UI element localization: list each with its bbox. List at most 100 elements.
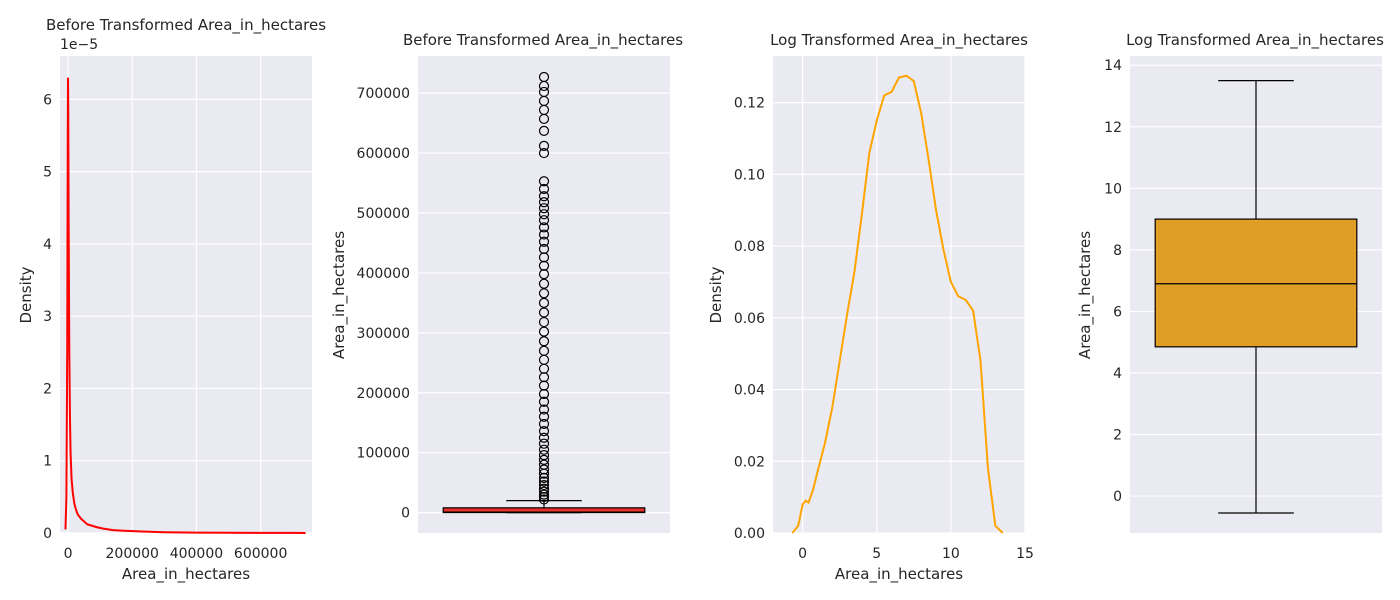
x-tick-label-3-1: 5 bbox=[872, 546, 881, 562]
outlier-2-4 bbox=[538, 483, 550, 494]
outlier-2-14 bbox=[538, 438, 550, 449]
outlier-2-47 bbox=[538, 176, 550, 187]
y-tick-labels-1: 0 1 2 3 4 5 6 bbox=[43, 92, 52, 542]
outlier-2-22 bbox=[538, 380, 550, 391]
outlier-2-42 bbox=[538, 209, 550, 220]
x-tick-label-1-0: 0 bbox=[64, 546, 73, 562]
outlier-2-44 bbox=[538, 197, 550, 208]
y-offset-label-1: 1e−5 bbox=[60, 37, 98, 53]
outlier-2-37 bbox=[538, 243, 550, 255]
outlier-2-40 bbox=[538, 222, 550, 233]
x-tick-label-1-1: 200000 bbox=[106, 546, 159, 562]
outlier-2-15 bbox=[538, 432, 550, 443]
outlier-2-11 bbox=[538, 454, 550, 465]
outlier-2-6 bbox=[538, 476, 550, 487]
y-tick-label-2-0: 0 bbox=[401, 506, 410, 522]
outlier-2-21 bbox=[538, 388, 550, 400]
outlier-2-16 bbox=[538, 426, 550, 437]
y-tick-label-4-1: 2 bbox=[1113, 428, 1122, 444]
x-tick-label-3-2: 10 bbox=[942, 546, 960, 562]
y-grid-1 bbox=[60, 98, 312, 534]
y-tick-label-3-5: 0.10 bbox=[734, 167, 765, 183]
y-tick-label-2-2: 200000 bbox=[357, 386, 410, 402]
y-tick-label-4-4: 8 bbox=[1113, 243, 1122, 259]
y-tick-labels-4: 0 2 4 6 8 10 12 14 bbox=[1104, 58, 1122, 505]
y-tick-label-4-7: 14 bbox=[1104, 58, 1122, 74]
x-tick-label-3-0: 0 bbox=[798, 546, 807, 562]
outlier-2-45 bbox=[538, 191, 550, 202]
y-tick-label-1-4: 4 bbox=[43, 237, 52, 253]
y-tick-label-3-0: 0.00 bbox=[734, 526, 765, 542]
subplot-1: 0 1 2 3 4 5 6 0 200000 400000 600000 Before Trans… bbox=[17, 16, 326, 584]
plot-area-1 bbox=[60, 56, 312, 533]
outlier-2-3 bbox=[538, 486, 550, 497]
x-tick-label-3-3: 15 bbox=[1016, 546, 1034, 562]
x-tick-labels-1: 0 200000 400000 600000 bbox=[64, 546, 288, 562]
kde-line-log bbox=[791, 74, 1004, 534]
subplot-2: 0 100000 200000 300000 400000 500000 600000 700… bbox=[330, 31, 683, 533]
box-4 bbox=[1154, 80, 1358, 514]
outlier-2-49 bbox=[538, 140, 550, 151]
y-tick-label-3-1: 0.02 bbox=[734, 454, 765, 470]
y-tick-label-1-1: 1 bbox=[43, 454, 52, 470]
y-tick-label-1-6: 6 bbox=[43, 92, 52, 108]
outlier-2-36 bbox=[538, 252, 550, 263]
subplot-4: 0 2 4 6 8 10 12 14 Log Transformed Area_in_hect… bbox=[1076, 31, 1384, 533]
y-tick-label-2-4: 400000 bbox=[357, 266, 410, 282]
outlier-2-43 bbox=[538, 203, 550, 214]
outlier-2-41 bbox=[538, 215, 550, 226]
y-tick-label-3-3: 0.06 bbox=[734, 311, 765, 327]
outlier-2-12 bbox=[538, 449, 550, 461]
x-axis-label-3: Area_in_hectares bbox=[835, 565, 963, 584]
outlier-2-17 bbox=[538, 418, 550, 430]
outlier-points-2 bbox=[538, 71, 550, 505]
y-axis-label-4: Area_in_hectares bbox=[1076, 231, 1095, 359]
y-tick-label-3-4: 0.08 bbox=[734, 239, 765, 255]
outlier-2-50 bbox=[538, 125, 550, 137]
chart-title-1: Before Transformed Area_in_hectares bbox=[46, 16, 326, 35]
outlier-2-54 bbox=[538, 86, 550, 98]
y-tick-label-1-3: 3 bbox=[43, 309, 52, 325]
y-axis-label-3: Density bbox=[707, 266, 725, 323]
y-tick-label-2-1: 100000 bbox=[357, 446, 410, 462]
y-tick-label-2-6: 600000 bbox=[357, 146, 410, 162]
subplot-3: 0.00 0.02 0.04 0.06 0.08 0.10 0.12 0 5 10 15 Log … bbox=[707, 31, 1034, 584]
outlier-2-23 bbox=[538, 372, 550, 383]
iqr-box-4 bbox=[1154, 218, 1358, 348]
chart-title-4: Log Transformed Area_in_hectares bbox=[1126, 31, 1384, 50]
y-axis-label-2: Area_in_hectares bbox=[330, 231, 349, 359]
plot-area-3 bbox=[773, 56, 1025, 533]
y-tick-labels-2: 0 100000 200000 300000 400000 500000 600000 700… bbox=[357, 86, 410, 521]
kde-line-before bbox=[64, 77, 306, 534]
y-tick-label-1-0: 0 bbox=[43, 526, 52, 542]
y-tick-label-1-5: 5 bbox=[43, 165, 52, 181]
x-axis-label-1: Area_in_hectares bbox=[122, 565, 250, 584]
outlier-2-7 bbox=[538, 472, 550, 483]
x-grid-1 bbox=[67, 56, 262, 533]
outlier-2-34 bbox=[538, 269, 550, 280]
outlier-2-19 bbox=[538, 404, 550, 415]
x-grid-3 bbox=[802, 56, 1026, 533]
outlier-2-38 bbox=[538, 236, 550, 247]
x-tick-labels-3: 0 5 10 15 bbox=[798, 546, 1034, 562]
y-tick-labels-3: 0.00 0.02 0.04 0.06 0.08 0.10 0.12 bbox=[734, 96, 765, 542]
outlier-2-48 bbox=[538, 147, 550, 159]
plot-area-2 bbox=[418, 56, 670, 533]
outlier-2-46 bbox=[538, 183, 550, 195]
y-tick-label-4-0: 0 bbox=[1113, 489, 1122, 505]
outlier-2-20 bbox=[538, 396, 550, 407]
box-2 bbox=[442, 500, 646, 514]
outlier-2-13 bbox=[538, 444, 550, 455]
y-tick-label-4-3: 6 bbox=[1113, 304, 1122, 320]
y-tick-label-3-2: 0.04 bbox=[734, 383, 765, 399]
y-axis-label-1: Density bbox=[17, 266, 35, 323]
outlier-2-35 bbox=[538, 260, 550, 271]
outlier-2-39 bbox=[538, 229, 550, 240]
y-tick-label-1-2: 2 bbox=[43, 381, 52, 397]
x-tick-label-1-3: 600000 bbox=[234, 546, 287, 562]
y-tick-label-4-5: 10 bbox=[1104, 181, 1122, 197]
outlier-2-18 bbox=[538, 411, 550, 422]
y-tick-label-4-6: 12 bbox=[1104, 120, 1122, 136]
y-tick-label-4-2: 4 bbox=[1113, 366, 1122, 382]
y-tick-label-3-6: 0.12 bbox=[734, 96, 765, 112]
